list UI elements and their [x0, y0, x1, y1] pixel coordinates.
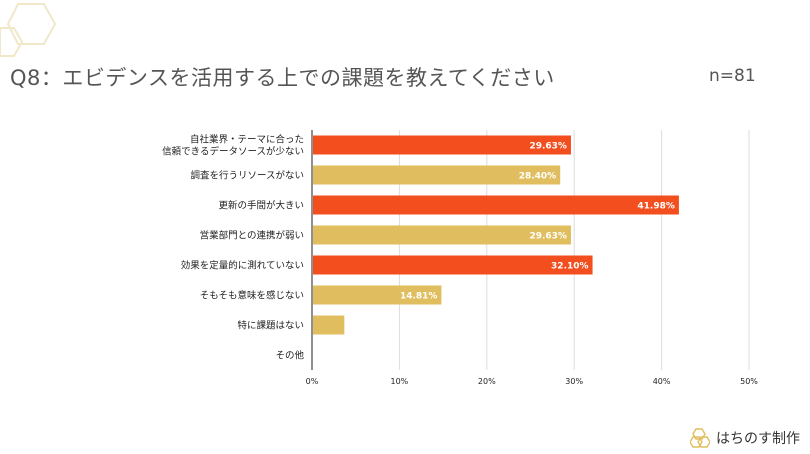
x-tick-label: 30%	[565, 377, 583, 386]
brand: はちのす制作	[690, 428, 800, 448]
bar	[313, 195, 679, 215]
category-label: 自社業界・テーマに合った	[190, 134, 304, 146]
bar	[313, 135, 571, 155]
bar	[313, 315, 345, 335]
bar	[313, 255, 593, 275]
category-label: その他	[275, 350, 304, 362]
data-label: 29.63%	[529, 142, 567, 152]
bar	[313, 165, 561, 185]
category-label: 特に課題はない	[237, 320, 304, 332]
category-label: 信頼できるデータソースが少ない	[162, 146, 304, 158]
honeycomb-decoration-icon	[0, 3, 57, 57]
x-tick-label: 20%	[478, 377, 496, 386]
x-tick-label: 10%	[391, 377, 409, 386]
x-tick-label: 40%	[653, 377, 671, 386]
category-label: 更新の手間が大きい	[218, 200, 304, 212]
data-label: 32.10%	[551, 262, 589, 272]
x-tick-label: 50%	[740, 377, 758, 386]
bar	[313, 225, 571, 245]
category-label: そもそも意味を感じない	[200, 290, 304, 302]
data-label: 28.40%	[519, 172, 557, 182]
honeycomb-logo-icon	[690, 428, 710, 448]
brand-name: はちのす制作	[716, 431, 800, 447]
category-label: 営業部門との連携が弱い	[200, 230, 304, 242]
category-label: 調査を行うリソースがない	[190, 170, 304, 182]
data-label: 29.63%	[529, 232, 567, 242]
bar	[313, 285, 442, 305]
data-label: 14.81%	[400, 292, 438, 302]
data-label: 41.98%	[637, 202, 675, 212]
category-label: 効果を定量的に測れていない	[181, 260, 304, 272]
x-tick-label: 0%	[306, 377, 319, 386]
page-title: Q8：エビデンスを活用する上での課題を教えてください	[10, 66, 555, 90]
sample-size: n=81	[709, 66, 756, 86]
